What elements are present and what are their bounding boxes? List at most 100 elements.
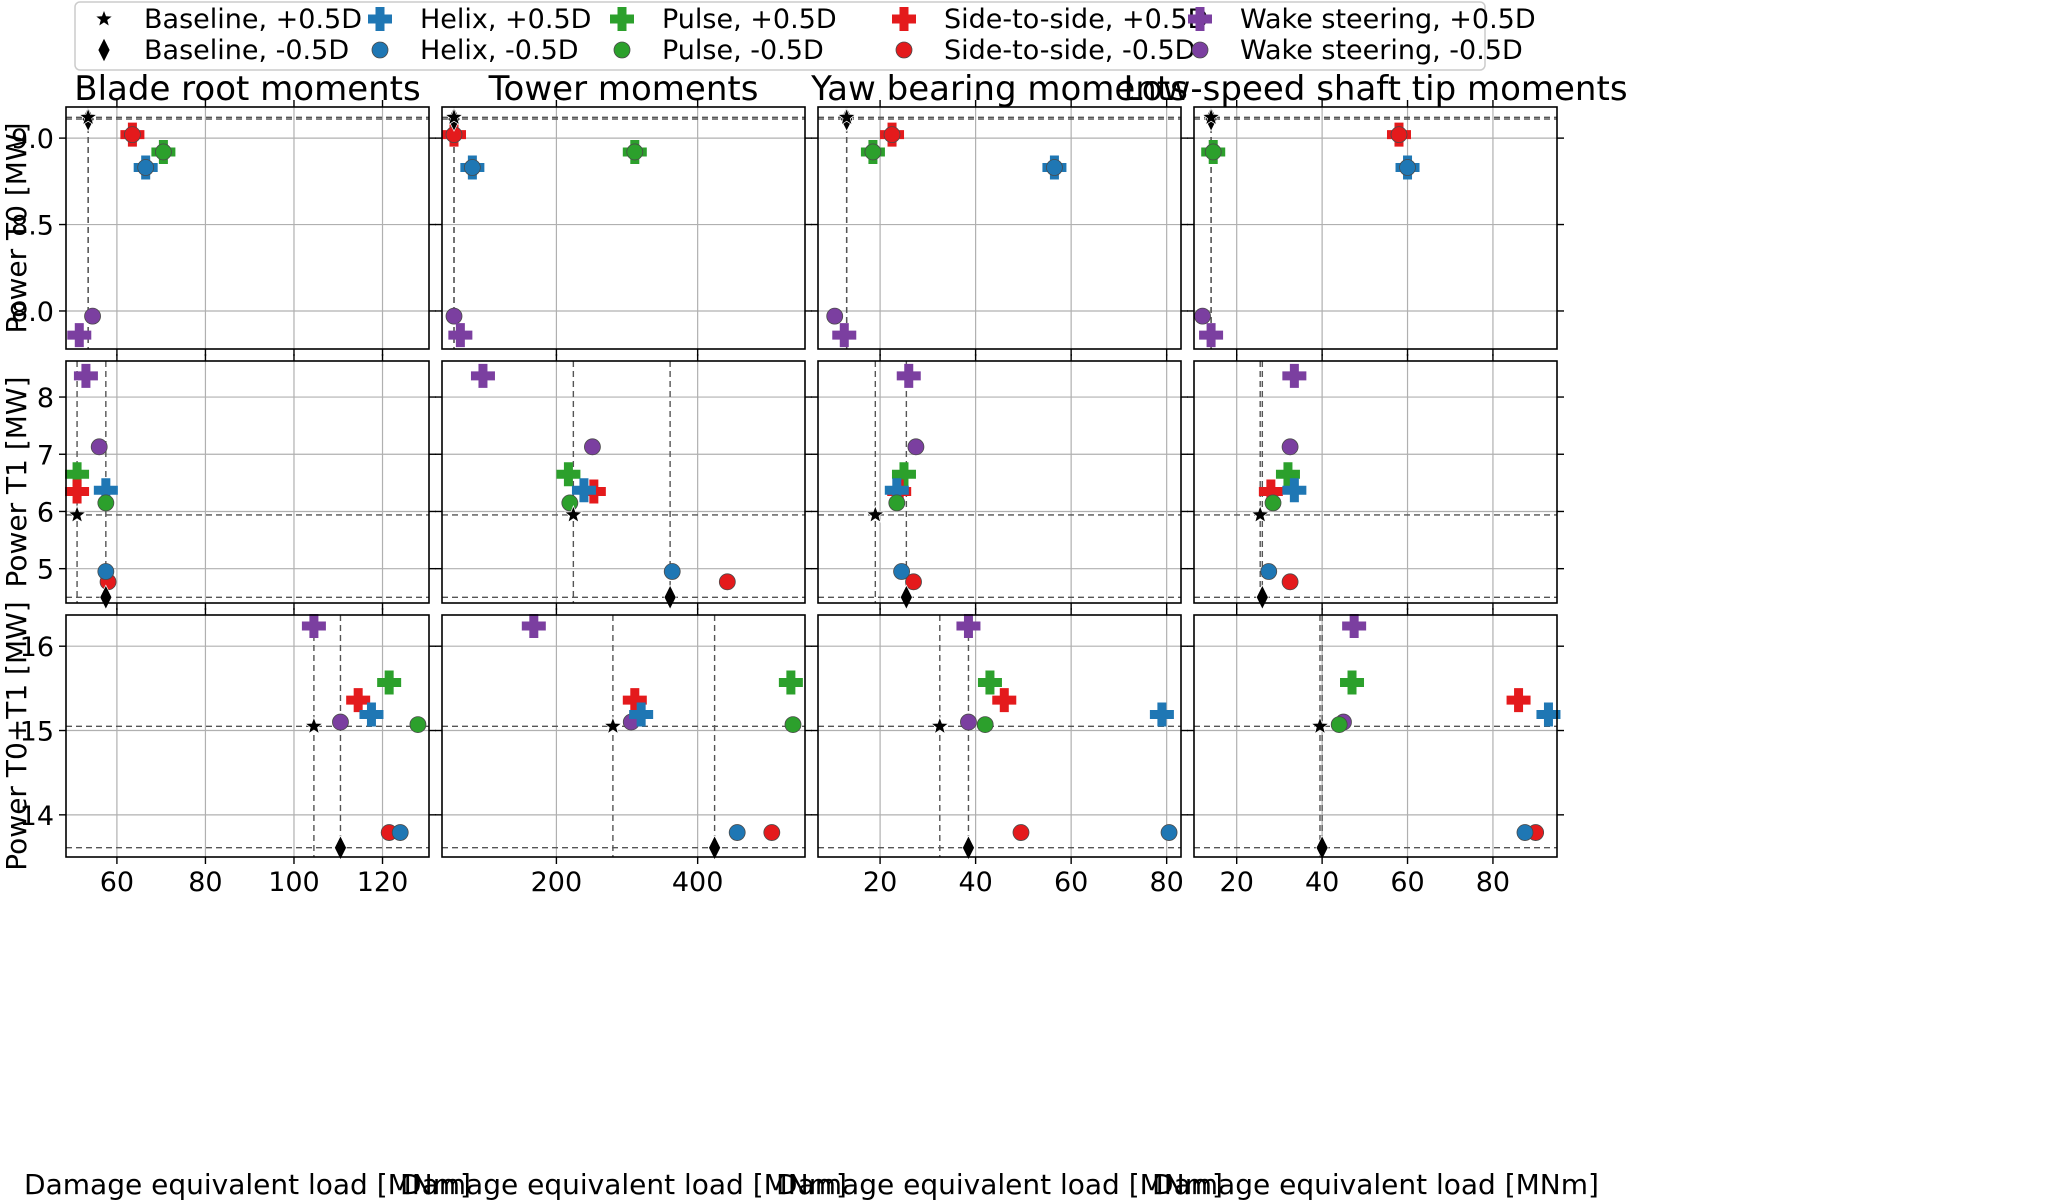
data-point-wake_p <box>832 323 857 348</box>
data-point-helix_p <box>571 478 596 503</box>
data-point-baseline_p <box>304 716 324 735</box>
data-point-baseline_p <box>865 504 885 523</box>
data-point-helix_p <box>1536 702 1561 727</box>
panel <box>435 354 812 611</box>
panel-frame <box>817 360 1182 604</box>
data-point-wake_m <box>332 713 349 731</box>
x-axis-label: Damage equivalent load [MNm] <box>776 1168 1223 1200</box>
data-point-pulse_p <box>1275 462 1300 487</box>
data-point-wake_m <box>907 438 925 456</box>
data-point-wake_p <box>448 323 473 348</box>
y-axis-label: Power T1 [MW] <box>0 376 33 587</box>
legend-marker-pulse_p <box>610 7 634 31</box>
x-tick-label: 80 <box>1149 867 1183 898</box>
legend-frame <box>74 1 1486 71</box>
x-tick-label: 80 <box>1476 867 1510 898</box>
panel <box>811 354 1188 611</box>
data-point-wake_m <box>826 307 844 325</box>
panel-frame <box>817 106 1182 350</box>
data-point-helix_m <box>1516 824 1534 841</box>
y-tick-label: 14 <box>20 801 54 832</box>
x-tick-label: 40 <box>1305 867 1339 898</box>
legend-label-helix_m: Helix, -0.5D <box>420 35 579 66</box>
data-point-wake_m <box>584 438 601 456</box>
y-axis-label: Power T0+T1 [MW] <box>0 601 33 870</box>
data-point-pulse_p <box>778 670 803 695</box>
x-tick-label: 120 <box>357 867 409 898</box>
y-tick-label: 8.5 <box>11 211 54 242</box>
data-point-helix_m <box>1046 159 1063 176</box>
data-point-baseline_m <box>663 584 677 611</box>
panel-frame <box>441 106 806 350</box>
data-point-wake_p <box>470 363 495 388</box>
legend-label-helix_p: Helix, +0.5D <box>420 4 591 35</box>
column-title: Blade root moments <box>74 69 420 109</box>
x-tick-label: 100 <box>268 867 320 898</box>
panel-frame <box>441 614 806 858</box>
legend-label-pulse_m: Pulse, -0.5D <box>662 35 824 66</box>
data-point-pulse_p <box>377 670 402 695</box>
data-point-wake_p <box>301 613 326 638</box>
data-point-helix_m <box>1260 563 1278 580</box>
data-point-baseline_p <box>837 107 857 126</box>
data-point-wake_p <box>1282 363 1307 388</box>
data-point-baseline_m <box>962 834 975 861</box>
panel-frame <box>65 360 430 604</box>
data-point-pulse_m <box>784 716 802 734</box>
panel <box>1187 100 1564 356</box>
data-point-wake_m <box>1194 307 1211 325</box>
data-point-baseline_m <box>334 834 347 861</box>
data-point-helix_m <box>97 563 115 580</box>
panel-frame <box>817 614 1182 858</box>
data-point-wake_p <box>1199 323 1224 348</box>
data-point-baseline_p <box>603 716 623 735</box>
panel <box>811 100 1188 356</box>
data-point-helix_p <box>629 702 654 727</box>
panel-frame <box>1193 106 1558 350</box>
data-point-pulse_m <box>154 143 172 161</box>
data-point-side_p <box>1258 479 1283 504</box>
legend-label-side_p: Side-to-side, +0.5D <box>944 4 1208 35</box>
x-tick-label: 60 <box>1054 867 1088 898</box>
data-point-pulse_p <box>1340 670 1365 695</box>
data-point-baseline_p <box>1201 107 1221 126</box>
panel: 200 400 <box>435 608 812 898</box>
column-title: Low-speed shaft tip moments <box>1123 69 1627 109</box>
data-point-wake_m <box>1281 438 1299 456</box>
data-point-helix_p <box>1282 478 1307 503</box>
legend-marker-pulse_m <box>613 41 631 59</box>
data-point-baseline_p <box>78 107 98 126</box>
data-point-side_p <box>622 688 647 713</box>
data-point-side_m <box>1390 126 1408 144</box>
panel-frame <box>441 360 806 604</box>
legend-label-baseline_p: Baseline, +0.5D <box>144 4 362 35</box>
panel-frame <box>65 106 430 350</box>
data-point-side_p <box>65 479 90 504</box>
data-point-baseline_m <box>1315 834 1329 861</box>
data-point-baseline_p <box>563 504 583 523</box>
panel <box>1187 354 1564 611</box>
data-point-baseline_p <box>1250 504 1270 523</box>
legend-marker-wake_p <box>1188 7 1212 31</box>
y-axis-label: Power T0 [MW] <box>0 122 33 333</box>
x-tick-label: 60 <box>100 867 134 898</box>
legend-label-side_m: Side-to-side, -0.5D <box>944 35 1195 66</box>
data-point-wake_p <box>73 363 98 388</box>
legend-label-wake_m: Wake steering, -0.5D <box>1240 35 1523 66</box>
column-title: Tower moments <box>488 69 759 109</box>
x-tick-label: 80 <box>188 867 222 898</box>
y-tick-label: 5 <box>37 555 54 586</box>
data-point-helix_m <box>893 563 910 580</box>
data-point-wake_p <box>1342 613 1367 638</box>
data-point-baseline_p <box>1310 716 1330 735</box>
legend-marker-baseline_p <box>94 9 114 28</box>
x-tick-label: 60 <box>1390 867 1424 898</box>
data-point-side_m <box>1281 573 1299 591</box>
data-point-side_p <box>992 688 1017 713</box>
data-point-helix_m <box>1399 159 1416 176</box>
x-tick-label: 20 <box>1220 867 1254 898</box>
data-point-pulse_m <box>976 716 994 734</box>
data-point-side_m <box>718 573 736 591</box>
data-point-baseline_m <box>1255 584 1269 611</box>
